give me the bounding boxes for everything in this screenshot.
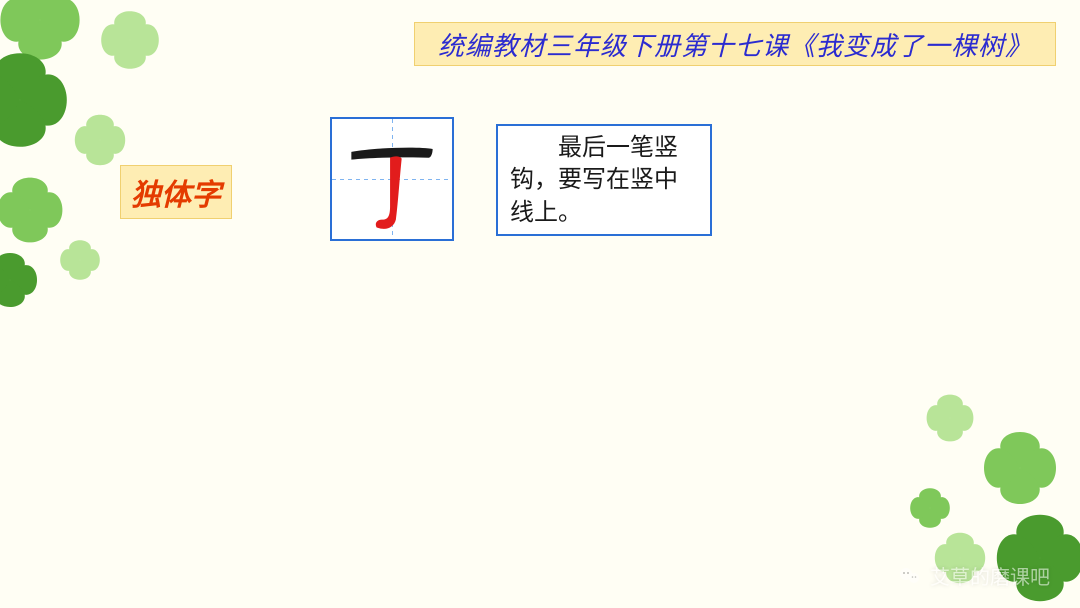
lesson-title-bar: 统编教材三年级下册第十七课《我变成了一棵树》 <box>414 22 1056 66</box>
stroke-instruction-box: 最后一笔竖钩，要写在竖中线上。 <box>496 124 712 236</box>
character-category-text: 独体字 <box>131 179 221 212</box>
wechat-icon <box>898 564 922 588</box>
character-category-label: 独体字 <box>120 165 232 219</box>
stroke-instruction-text: 最后一笔竖钩，要写在竖中线上。 <box>510 132 698 229</box>
watermark: 艾草的磨课吧 <box>898 561 1050 590</box>
decoration-clover-top-left <box>0 0 210 320</box>
stroke-竖钩 <box>376 156 402 229</box>
watermark-text: 艾草的磨课吧 <box>930 561 1050 590</box>
character-glyph <box>332 119 452 239</box>
character-practice-cell <box>330 117 454 241</box>
lesson-title-text: 统编教材三年级下册第十七课《我变成了一棵树》 <box>438 26 1032 63</box>
